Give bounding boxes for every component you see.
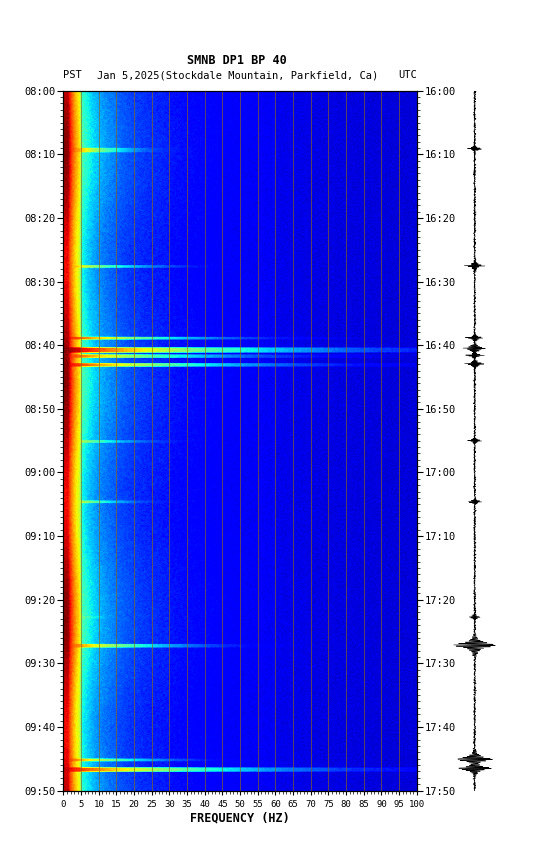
Text: SMNB DP1 BP 40: SMNB DP1 BP 40 (188, 54, 287, 67)
X-axis label: FREQUENCY (HZ): FREQUENCY (HZ) (190, 811, 290, 824)
Text: UTC: UTC (398, 70, 417, 80)
Text: PST: PST (63, 70, 82, 80)
Text: Jan 5,2025(Stockdale Mountain, Parkfield, Ca): Jan 5,2025(Stockdale Mountain, Parkfield… (97, 70, 378, 80)
